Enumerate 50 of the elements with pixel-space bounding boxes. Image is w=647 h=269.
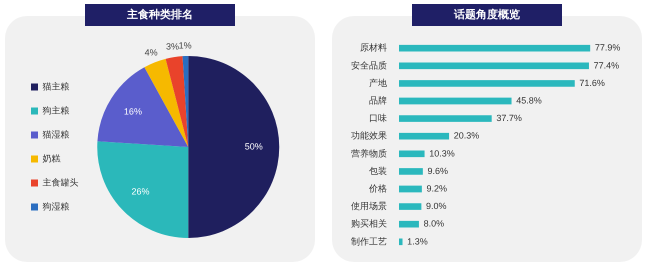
chart-title: 话题角度概览 xyxy=(412,4,562,26)
data-label: 4% xyxy=(144,48,158,58)
bar xyxy=(399,62,589,70)
y-tick-label: 价格 xyxy=(368,183,387,194)
data-label: 8.0% xyxy=(424,218,444,229)
bar xyxy=(399,80,575,87)
y-tick-label: 品牌 xyxy=(369,95,387,106)
data-label: 9.2% xyxy=(426,183,448,194)
data-label: 9.0% xyxy=(426,201,447,212)
bar xyxy=(399,168,423,175)
legend-label: 猫湿粮 xyxy=(42,129,70,140)
y-tick-label: 安全品质 xyxy=(351,60,387,70)
y-tick-label: 原材料 xyxy=(360,42,387,53)
y-tick-label: 制作工艺 xyxy=(351,236,387,246)
legend-label: 奶糕 xyxy=(42,153,60,164)
bar xyxy=(399,132,450,140)
data-label: 10.3% xyxy=(429,148,455,158)
legend-label: 狗主粮 xyxy=(42,105,70,116)
bar xyxy=(399,186,422,192)
data-label: 1% xyxy=(178,40,192,51)
data-label: 71.6% xyxy=(579,78,605,88)
y-tick-label: 包装 xyxy=(369,166,387,176)
y-tick-label: 口味 xyxy=(369,113,387,124)
bar xyxy=(399,238,403,246)
y-tick-label: 营养物质 xyxy=(351,148,387,158)
bar xyxy=(399,220,419,228)
chart-title: 主食种类排名 xyxy=(85,4,235,26)
data-label: 9.6% xyxy=(428,166,448,176)
y-tick-label: 购买相关 xyxy=(351,218,387,229)
data-label: 20.3% xyxy=(454,130,480,141)
data-label: 77.4% xyxy=(594,60,620,70)
legend-label: 猫主粮 xyxy=(42,81,70,92)
data-label: 26% xyxy=(131,186,150,196)
data-label: 45.8% xyxy=(516,95,542,106)
legend-label: 狗湿粮 xyxy=(42,201,70,212)
y-tick-label: 使用场景 xyxy=(351,201,387,212)
bar xyxy=(399,150,425,158)
bar xyxy=(399,98,512,104)
data-label: 77.9% xyxy=(594,42,620,53)
y-tick-label: 产地 xyxy=(369,78,387,88)
bar xyxy=(399,44,590,52)
y-tick-label: 功能效果 xyxy=(351,130,387,141)
data-label: 50% xyxy=(244,141,263,152)
data-label: 3% xyxy=(166,42,179,52)
data-label: 1.3% xyxy=(407,236,428,246)
legend-label: 主食罐头 xyxy=(42,177,78,188)
bar xyxy=(399,203,422,210)
data-label: 16% xyxy=(124,106,142,116)
bar xyxy=(399,115,492,122)
data-label: 37.7% xyxy=(496,113,522,124)
